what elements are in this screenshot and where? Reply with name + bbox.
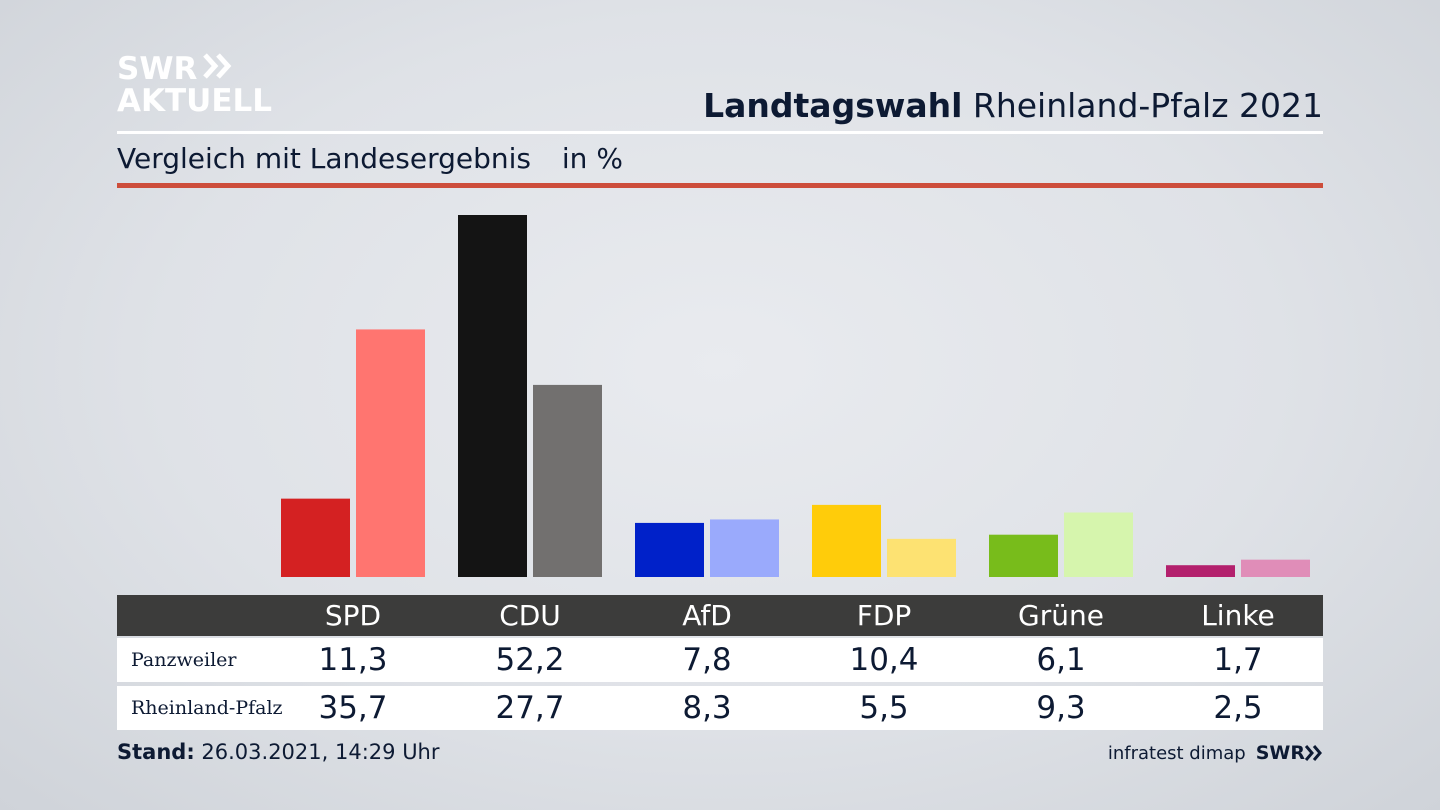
swr-aktuell-logo: SWR AKTUELL [117, 52, 272, 120]
chevron-double-right-icon [1305, 745, 1322, 761]
data-label: 1,7 [1213, 642, 1263, 678]
data-label: 5,5 [859, 690, 909, 726]
bar-cdu-1 [533, 384, 602, 577]
column-header: FDP [856, 599, 912, 632]
bar-linke-0 [1166, 565, 1235, 577]
subtitle-unit: in % [561, 142, 623, 175]
source-text: infratest dimap [1107, 742, 1246, 764]
data-label: 8,3 [682, 690, 732, 726]
data-label: 6,1 [1036, 642, 1086, 678]
data-label: 7,8 [682, 642, 732, 678]
title-rest: Rheinland-Pfalz 2021 [972, 86, 1323, 125]
table-row: Rheinland-Pfalz 35,7 27,7 8,3 5,5 9,3 2,5 [117, 686, 1323, 730]
bar-spd-1 [356, 329, 425, 577]
column-header: CDU [499, 599, 561, 632]
stand-value: 26.03.2021, 14:29 Uhr [201, 740, 440, 764]
bar-spd-0 [281, 498, 350, 577]
table-header: SPD CDU AfD FDP Grüne Linke [117, 595, 1323, 636]
data-label: 2,5 [1213, 690, 1263, 726]
bar-fdp-1 [887, 538, 956, 577]
page-title: Landtagswahl Rheinland-Pfalz 2021 [703, 86, 1323, 125]
column-header: AfD [682, 599, 732, 632]
row-label: Rheinland-Pfalz [131, 697, 283, 719]
bar-fdp-0 [812, 504, 881, 577]
swr-small-logo: SWR [1256, 742, 1323, 764]
column-header: Grüne [1018, 599, 1104, 632]
stand-label: Stand: [117, 740, 195, 764]
data-label: 10,4 [849, 642, 919, 678]
bar-cdu-0 [458, 215, 527, 577]
data-label: 9,3 [1036, 690, 1086, 726]
data-label: 11,3 [318, 642, 388, 678]
table-row: Panzweiler 11,3 52,2 7,8 10,4 6,1 1,7 [117, 638, 1323, 682]
logo-aktuell-text: AKTUELL [117, 83, 273, 119]
column-header: Linke [1201, 599, 1275, 632]
timestamp: Stand: 26.03.2021, 14:29 Uhr [117, 740, 440, 764]
subtitle-divider [117, 183, 1323, 188]
bar-grne-1 [1064, 512, 1133, 577]
bar-afd-0 [635, 522, 704, 577]
logo-swr-text: SWR [117, 50, 198, 87]
chevron-double-right-icon [203, 53, 233, 85]
data-label: 52,2 [495, 642, 565, 678]
swr-small-text: SWR [1255, 742, 1305, 764]
bar-afd-1 [710, 519, 779, 577]
bar-linke-1 [1241, 559, 1310, 577]
title-bold: Landtagswahl [703, 86, 963, 125]
row-label: Panzweiler [131, 649, 237, 671]
chart-subtitle: Vergleich mit Landesergebnis in % [117, 142, 623, 175]
source-credit: infratest dimap SWR [1108, 742, 1323, 764]
subtitle-text: Vergleich mit Landesergebnis [117, 142, 531, 175]
column-header: SPD [324, 599, 382, 632]
header-divider [117, 131, 1323, 134]
data-label: 27,7 [495, 690, 565, 726]
data-label: 35,7 [318, 690, 388, 726]
bar-grne-0 [989, 534, 1058, 577]
